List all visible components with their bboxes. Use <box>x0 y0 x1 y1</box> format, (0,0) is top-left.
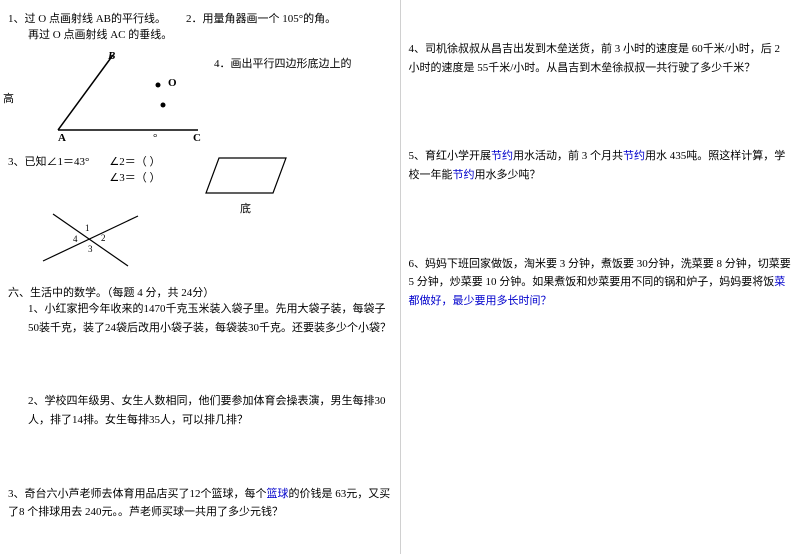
problem-2: 2、学校四年级男、女生人数相同，他们要参加体育会操表演，男生每排30人，排了14… <box>8 392 392 429</box>
question-1b: 再过 O 点画射线 AC 的垂线。 <box>8 26 392 42</box>
problem-6: 6、妈妈下班回家做饭，淘米要 3 分钟，煮饭要 30分钟，洗菜要 8 分钟，切菜… <box>409 255 793 311</box>
problem-4: 4、司机徐叔叔从昌吉出发到木垒送货，前 3 小时的速度是 60千米/小时，后 2… <box>409 40 793 77</box>
angle-num-1: 1 <box>85 223 90 233</box>
q3-angle2: ∠2＝（ ） <box>109 153 160 169</box>
label-B: B <box>108 50 115 62</box>
q3-angle3: ∠3＝（ ） <box>109 169 160 185</box>
cross-diagram: 1 2 3 4 <box>8 206 392 276</box>
angle-num-3: 3 <box>88 244 93 254</box>
question-1: 1、过 O 点画射线 AB的平行线。 <box>8 10 166 26</box>
question-4: 4．画出平行四边形底边上的 <box>214 55 352 71</box>
label-O: O <box>168 77 177 89</box>
problem-5: 5、育红小学开展节约用水活动，前 3 个月共节约用水 435吨。照这样计算，学校… <box>409 147 793 184</box>
label-C: C <box>193 132 201 144</box>
angle-num-4: 4 <box>73 234 78 244</box>
angle-num-2: 2 <box>101 233 106 243</box>
section-6-title: 六、生活中的数学。（每题 4 分，共 24分） <box>8 284 392 300</box>
q4-prefix: 高 <box>3 90 14 106</box>
problem-3: 3、奇台六小芦老师去体育用品店买了12个篮球，每个篮球的价钱是 63元，又买了8… <box>8 485 392 522</box>
question-2: 2．用量角器画一个 105°的角。 <box>186 10 336 26</box>
label-A: A <box>58 132 66 144</box>
angle-diagram: 4．画出平行四边形底边上的 高 B O A C ° <box>8 50 392 145</box>
problem-1: 1、小红家把今年收来的1470千克玉米装入袋子里。先用大袋子装，每袋子50装千克… <box>8 300 392 337</box>
